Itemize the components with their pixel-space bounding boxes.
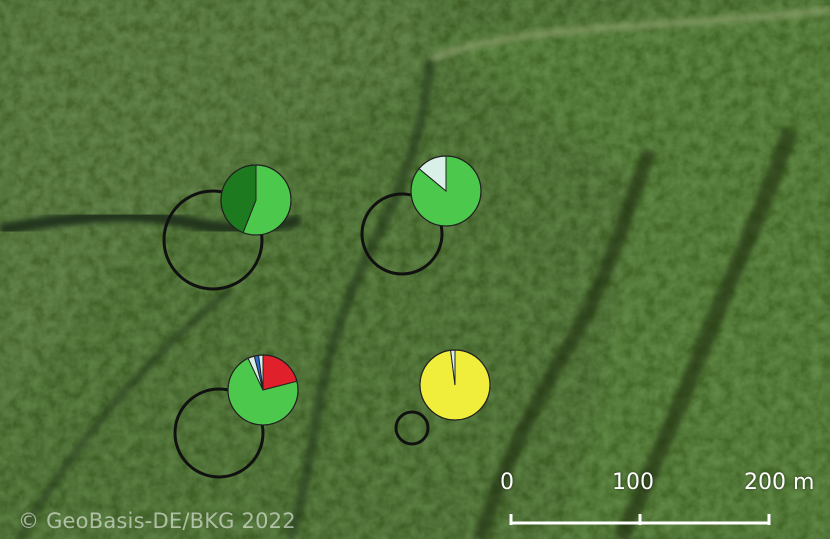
plot-bottom-left-outline [227,354,299,426]
pie-chart-top-left [220,164,292,236]
plot-top-right-outline [410,155,482,227]
plot-circle-top-left [162,189,264,291]
pie-chart-bottom-right [419,349,491,421]
pie-chart-top-right [410,155,482,227]
plot-circle-bottom-left [173,387,265,479]
scale-bar [509,514,771,525]
scale-label-200m: 200 m [744,470,815,495]
copyright-attribution: © GeoBasis-DE/BKG 2022 [18,509,296,533]
pie-chart-bottom-left [227,354,299,426]
scale-label-100: 100 [612,470,654,495]
scale-label-0: 0 [500,470,514,495]
plot-top-left-outline [220,164,292,236]
plot-circle-top-right [360,192,444,276]
plot-bottom-right-outline [419,349,491,421]
plot-circle-bottom-right [394,410,430,446]
